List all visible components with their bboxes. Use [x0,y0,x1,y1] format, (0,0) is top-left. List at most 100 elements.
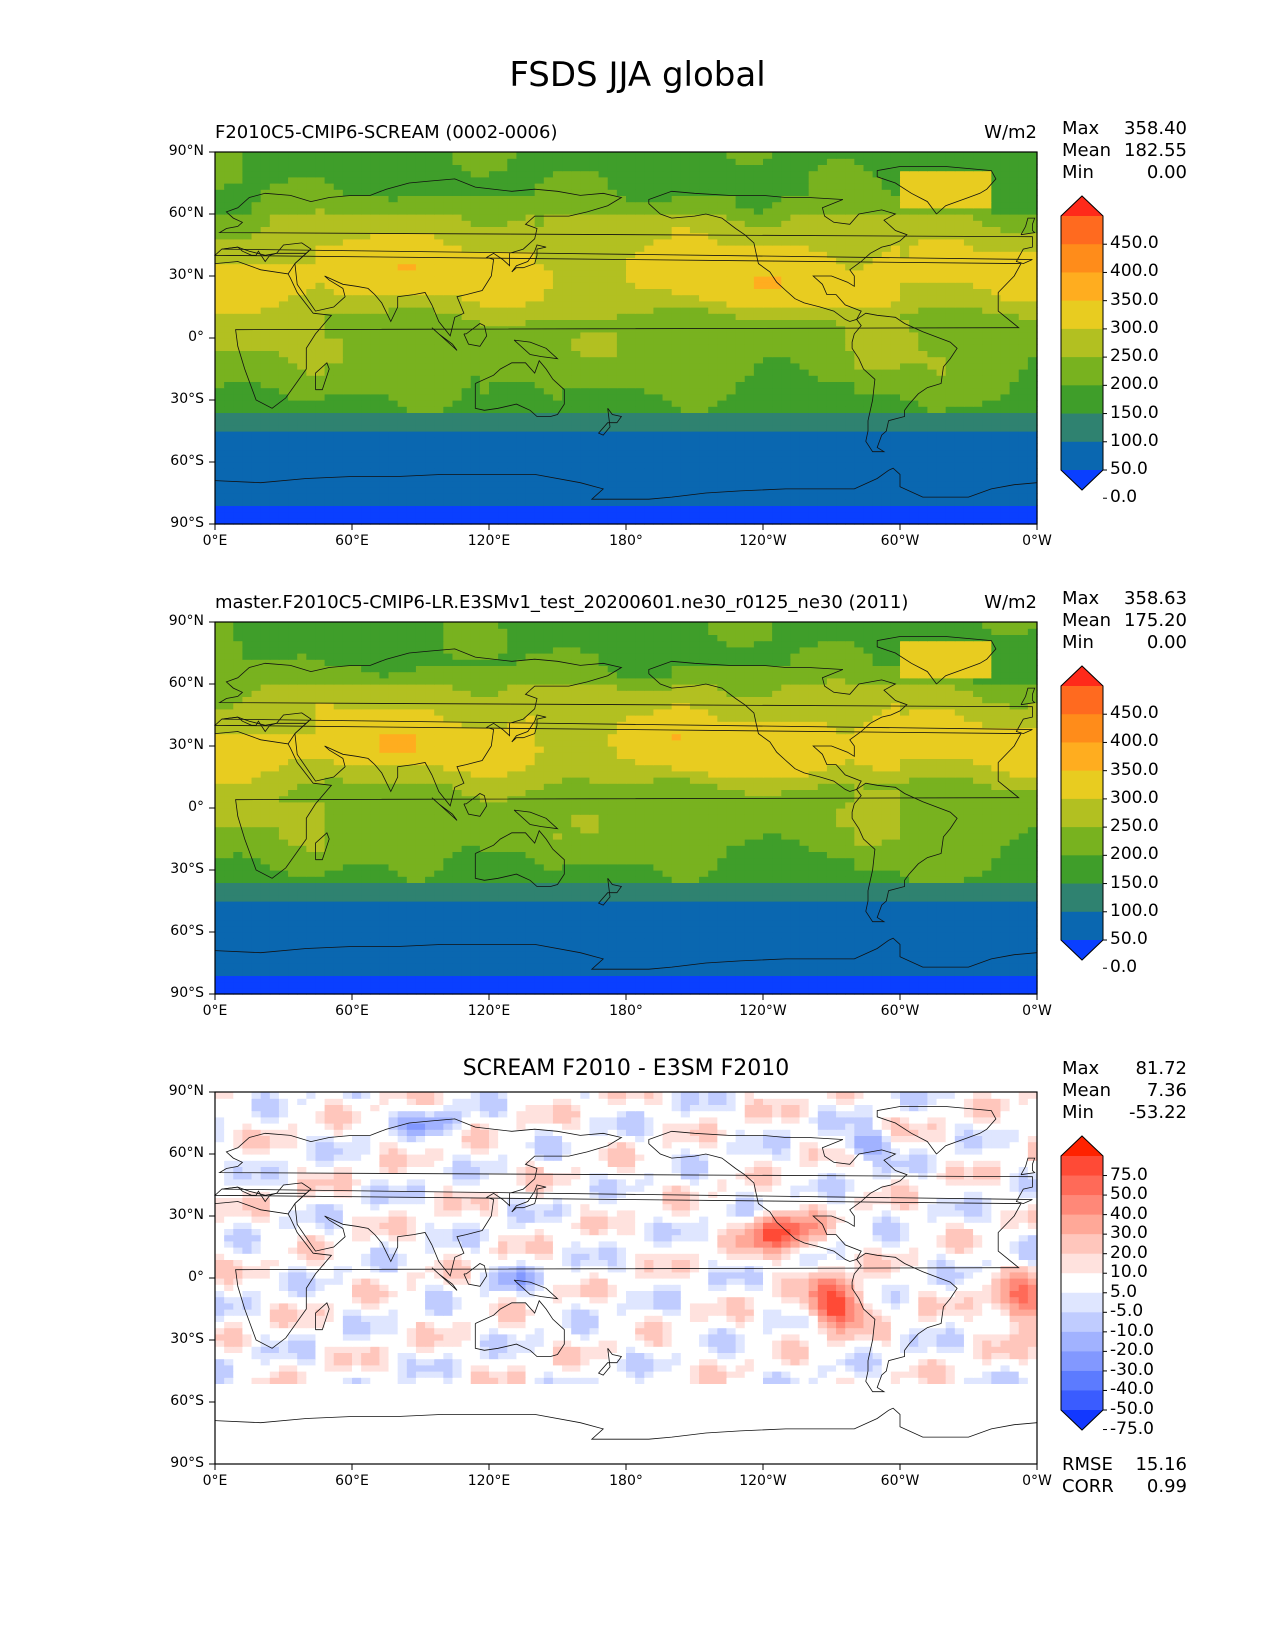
lat-tick-label: 60°N [168,675,204,691]
colorbar [1060,1135,1107,1431]
colorbar-label: 0.0 [1110,957,1138,978]
lat-tick-label: 30°N [168,737,204,753]
stat-value: 182.55 [1124,140,1187,161]
colorbar-label: 30.0 [1110,1223,1148,1244]
stat-value: 358.40 [1124,118,1187,139]
colorbar-label: 50.0 [1110,1184,1148,1205]
stat-value: 175.20 [1124,610,1187,631]
lon-tick-label: 0°E [202,533,228,549]
stat-label: Min [1062,162,1094,183]
colorbar-label: 150.0 [1110,402,1159,423]
lon-tick-label: 60°E [335,1473,369,1489]
lat-tick-label: 90°N [168,1083,204,1099]
stat-label: Min [1062,632,1094,653]
lon-tick-label: 120°W [739,1003,787,1019]
colorbar-label: 100.0 [1110,430,1159,451]
stat-value: 358.63 [1124,588,1187,609]
stat-value: 15.16 [1135,1454,1187,1475]
panel-title: master.F2010C5-CMIP6-LR.E3SMv1_test_2020… [215,592,909,613]
coastlines [213,1106,1038,1440]
colorbar-label: -75.0 [1110,1418,1154,1439]
figure-title: FSDS JJA global [509,55,766,95]
colorbar-label: 300.0 [1110,317,1159,338]
colorbar-label: 450.0 [1110,703,1159,724]
stat-label: RMSE [1062,1454,1113,1475]
colorbar-label: 200.0 [1110,374,1159,395]
colorbar-label: -20.0 [1110,1340,1154,1361]
lon-tick-label: 120°E [467,1003,511,1019]
panel-title: SCREAM F2010 - E3SM F2010 [462,1056,790,1081]
lat-tick-label: 0° [188,799,204,815]
stat-label: Max [1062,588,1100,609]
colorbar-label: 250.0 [1110,816,1159,837]
colorbar-label: 250.0 [1110,346,1159,367]
stat-value: 0.00 [1146,632,1187,653]
lon-tick-label: 0°E [202,1003,228,1019]
colorbar-label: 150.0 [1110,872,1159,893]
colorbar-label: 0.0 [1110,487,1138,508]
stat-value: 0.99 [1146,1476,1187,1497]
panel-title: F2010C5-CMIP6-SCREAM (0002-0006) [215,122,558,143]
colorbar-label: 100.0 [1110,900,1159,921]
lat-tick-label: 90°S [170,985,204,1001]
lon-tick-label: 60°E [335,1003,369,1019]
stat-value: -53.22 [1128,1102,1187,1123]
colorbar-label: 450.0 [1110,233,1159,254]
colorbar-label: 5.0 [1110,1281,1138,1302]
lon-tick-label: 120°E [467,533,511,549]
lat-tick-label: 90°S [170,1455,204,1471]
colorbar-label: 20.0 [1110,1242,1148,1263]
lon-tick-label: 0°W [1022,1003,1052,1019]
stat-label: Max [1062,1058,1100,1079]
stat-value: 7.36 [1146,1080,1187,1101]
colorbar-label: -10.0 [1110,1320,1154,1341]
stat-label: Max [1062,118,1100,139]
lat-tick-label: 0° [188,329,204,345]
stat-value: 0.00 [1146,162,1187,183]
lat-tick-label: 30°S [170,391,204,407]
map-panel-2 [213,622,1038,995]
colorbar-label: 400.0 [1110,731,1159,752]
colorbar-label: -50.0 [1110,1399,1154,1419]
lon-tick-label: 180° [609,1003,643,1019]
colorbar-label: -30.0 [1110,1359,1154,1380]
lat-tick-label: 60°S [170,453,204,469]
lat-tick-label: 30°S [170,1331,204,1347]
colorbar-label: 75.0 [1110,1164,1148,1185]
panel-units: W/m2 [984,592,1037,613]
lon-tick-label: 0°W [1022,533,1052,549]
stat-label: Mean [1062,140,1112,161]
lat-tick-label: 60°S [170,1393,204,1409]
lat-tick-label: 60°N [168,205,204,221]
colorbar-label: 200.0 [1110,844,1159,865]
lon-tick-label: 60°W [880,533,920,549]
colorbar-label: 50.0 [1110,929,1148,949]
lon-tick-label: 0°E [202,1473,228,1489]
colorbar-label: -40.0 [1110,1379,1154,1400]
coastlines [213,166,1038,500]
lon-tick-label: 0°W [1022,1473,1052,1489]
colorbar-label: 300.0 [1110,787,1159,808]
lon-tick-label: 120°E [467,1473,511,1489]
panel-units: W/m2 [984,122,1037,143]
map-panel-1 [213,152,1038,525]
coastlines [213,636,1038,970]
stat-label: CORR [1062,1476,1114,1497]
lon-tick-label: 120°W [739,533,787,549]
lat-tick-label: 90°N [168,143,204,159]
lon-tick-label: 60°W [880,1003,920,1019]
colorbar-label: 10.0 [1110,1262,1148,1283]
lat-tick-label: 60°N [168,1145,204,1161]
lat-tick-label: 90°N [168,613,204,629]
lat-tick-label: 0° [188,1269,204,1285]
stat-value: 81.72 [1135,1058,1187,1079]
lon-tick-label: 180° [609,1473,643,1489]
colorbar-label: 350.0 [1110,289,1159,310]
colorbar-label: 400.0 [1110,261,1159,282]
stat-label: Mean [1062,1080,1112,1101]
lon-tick-label: 60°W [880,1473,920,1489]
lat-tick-label: 90°S [170,515,204,531]
lat-tick-label: 30°S [170,861,204,877]
map-panel-3 [213,1092,1038,1465]
